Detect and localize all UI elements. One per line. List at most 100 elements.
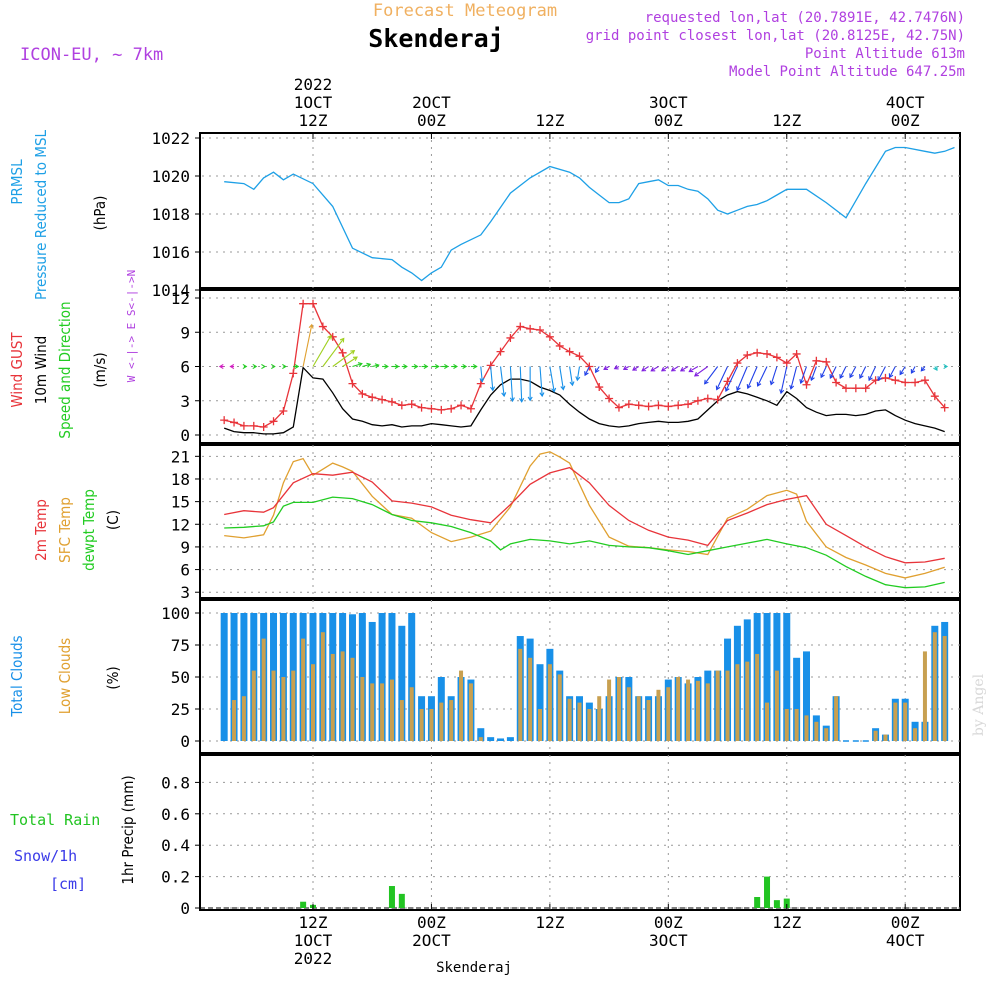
total-cloud-bar: [388, 613, 396, 741]
footer-location: Skenderaj: [436, 960, 512, 976]
wind-arrow-head: [374, 363, 380, 369]
total-cloud-bar: [536, 664, 544, 741]
gust-line: [224, 303, 946, 428]
gust-marker: [664, 402, 673, 411]
low-cloud-bar: [814, 721, 819, 741]
model-altitude: Model Point Altitude 647.25m: [729, 64, 965, 80]
wind-arrow-head: [519, 398, 525, 403]
wind-arrow: [736, 366, 748, 391]
low-cloud-bar: [241, 696, 246, 741]
wind-arrow-head: [569, 381, 575, 387]
low-cloud-bar: [834, 696, 839, 741]
low-cloud-bar: [755, 653, 760, 741]
wind-arrow-head: [501, 392, 507, 398]
y-tick-label: 0.4: [161, 836, 190, 855]
low-cloud-bar: [873, 730, 878, 741]
low-cloud-bar: [695, 680, 700, 741]
total-cloud-bar: [763, 613, 771, 741]
wind-arrow: [332, 350, 355, 367]
wind-arrow-head: [413, 363, 419, 370]
gust-marker: [269, 417, 278, 426]
low-clouds-label: Low Clouds: [56, 638, 74, 714]
wind-arrow: [595, 366, 600, 373]
wind-arrow-head: [453, 363, 459, 370]
top-time-label: 00Z: [891, 111, 920, 130]
low-cloud-bar: [922, 651, 927, 741]
gust-marker: [516, 322, 525, 331]
low-cloud-bar: [419, 709, 424, 741]
temp-label: 2m Temp: [32, 499, 50, 561]
compass-legend: W <-|-> E S<-|->N: [125, 270, 138, 383]
gust-marker: [812, 356, 821, 365]
pressure-label-1: PRMSL: [8, 159, 26, 205]
y-tick-label: 1016: [151, 243, 190, 262]
low-cloud-bar: [794, 709, 799, 741]
wind-arrow-head: [271, 363, 276, 370]
low-cloud-bar: [311, 664, 315, 741]
low-cloud-bar: [913, 728, 918, 741]
wind-arrow-head: [641, 366, 647, 372]
wind-arrow-head: [632, 366, 637, 371]
wind-arrow-head: [490, 386, 496, 392]
total-cloud-bar: [487, 737, 495, 741]
y-tick-label: 100: [161, 604, 190, 623]
sfc-label: SFC Temp: [56, 497, 74, 563]
low-cloud-bar: [616, 677, 621, 741]
gust-marker: [397, 401, 406, 410]
wind-arrow-head: [859, 373, 864, 379]
dewpt-label: dewpt Temp: [80, 489, 98, 571]
wind-arrow-head: [357, 362, 363, 367]
wind-arrow-head: [218, 363, 224, 370]
low-cloud-bar: [735, 664, 740, 741]
low-cloud-bar: [468, 683, 473, 741]
rain-bar: [754, 897, 761, 908]
gust-marker: [940, 403, 949, 412]
wind-arrow: [559, 366, 564, 390]
rain-bar: [300, 901, 307, 908]
y-tick-label: 0.2: [161, 868, 190, 887]
low-cloud-bar: [804, 715, 809, 741]
low-cloud-bar: [281, 677, 286, 741]
y-tick-label: 1014: [151, 281, 190, 300]
low-cloud-bar: [330, 653, 335, 741]
wind-arrow-head: [704, 379, 709, 385]
gust-marker: [881, 373, 890, 382]
gust-marker: [901, 378, 910, 387]
wind-arrow-head: [877, 376, 882, 382]
low-cloud-bar: [360, 677, 365, 741]
location-title: Skenderaj: [368, 24, 503, 53]
gust-marker: [259, 423, 268, 432]
y-tick-label: 0.8: [161, 773, 190, 792]
dewpt-line: [224, 496, 945, 589]
gust-marker: [851, 384, 860, 393]
y-tick-label: 15: [171, 493, 190, 512]
gust-marker: [792, 349, 801, 358]
total-cloud-bar: [793, 657, 801, 741]
wind-arrow-head: [339, 337, 345, 343]
total-cloud-bar: [497, 738, 505, 741]
gust-marker: [338, 348, 347, 357]
bottom-time-label: 4OCT: [886, 931, 925, 950]
bottom-time-label: 12Z: [772, 913, 801, 932]
gust-marker: [506, 333, 515, 342]
wind-arrow-head: [829, 373, 835, 379]
gust-marker: [348, 379, 357, 388]
wind-arrow: [549, 366, 555, 392]
total-cloud-bar: [398, 625, 406, 741]
bottom-time-label: 12Z: [535, 913, 564, 932]
gust-marker: [368, 393, 377, 402]
wind-arrow: [829, 366, 837, 379]
gust-marker: [822, 357, 831, 366]
point-altitude: Point Altitude 613m: [805, 46, 965, 62]
wind-arrow-head: [261, 363, 266, 370]
wind-arrow-head: [849, 373, 854, 379]
wind-arrow: [680, 366, 689, 372]
credit-watermark: by Angel: [971, 673, 987, 736]
rain-bar: [773, 900, 780, 908]
wind-arrow-head: [779, 389, 785, 395]
total-cloud-bar: [783, 613, 791, 741]
wind-arrow-head: [394, 363, 400, 370]
wind-arrow-head: [327, 334, 332, 340]
wind-speed-line: [223, 366, 945, 435]
gust-marker: [427, 404, 436, 413]
